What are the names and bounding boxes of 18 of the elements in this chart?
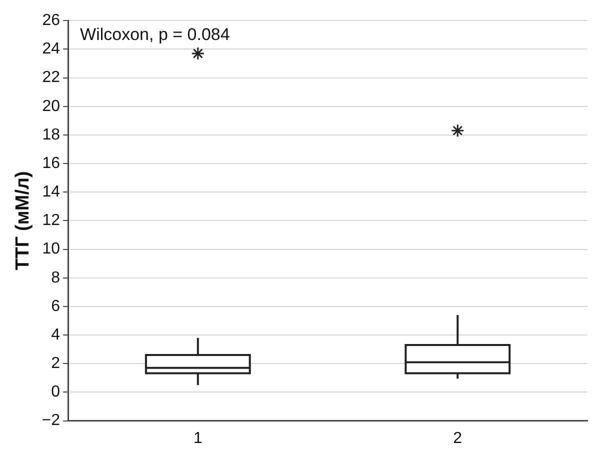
y-tick-label: 4 xyxy=(51,326,60,344)
y-tick-label: 14 xyxy=(42,184,60,201)
y-tick-label: 8 xyxy=(51,269,60,286)
y-tick-label: 2 xyxy=(51,355,60,372)
y-tick-label: 24 xyxy=(42,40,60,58)
y-tick-label: 18 xyxy=(42,126,60,144)
y-tick-label: 10 xyxy=(42,240,60,258)
y-tick-label: 16 xyxy=(42,154,60,172)
y-tick-label: 12 xyxy=(42,212,60,230)
y-tick-label: −2 xyxy=(42,412,60,430)
y-axis-title: ТТГ (мМ/л) xyxy=(12,171,34,270)
y-tick-label: 22 xyxy=(42,69,60,86)
x-tick-label: 1 xyxy=(193,430,202,447)
annotation: Wilcoxon, p = 0.084 xyxy=(80,24,230,44)
y-tick-label: 0 xyxy=(51,384,60,401)
y-tick-label: 26 xyxy=(42,12,60,30)
y-tick-label: 6 xyxy=(51,298,60,315)
y-tick-label: 20 xyxy=(42,98,60,115)
